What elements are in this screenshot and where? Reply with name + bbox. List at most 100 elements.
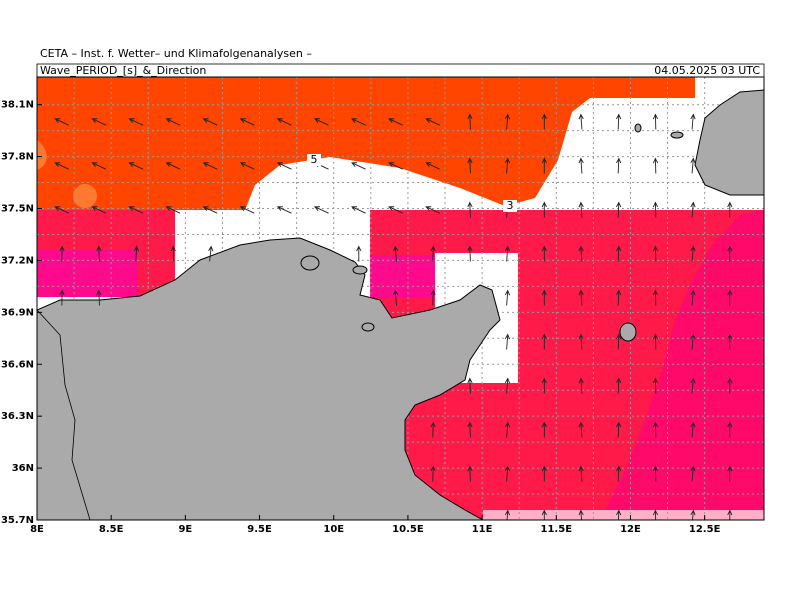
direction-arrow — [690, 113, 696, 130]
direction-arrow — [652, 157, 659, 174]
direction-arrow — [578, 465, 584, 482]
direction-arrow — [616, 465, 622, 482]
direction-arrow — [727, 421, 733, 438]
direction-arrow — [128, 162, 144, 170]
direction-arrow — [690, 289, 696, 306]
title: Wave_PERIOD_[s]_&_Direction — [40, 64, 206, 77]
direction-arrow — [690, 377, 696, 394]
direction-arrow — [504, 509, 511, 520]
field-orange-light — [73, 184, 97, 208]
y-tick-label: 36N — [12, 463, 34, 474]
direction-arrow — [616, 421, 622, 438]
direction-arrow — [690, 201, 696, 218]
direction-arrow — [54, 206, 69, 214]
direction-arrow — [652, 245, 659, 262]
direction-arrow — [504, 421, 511, 438]
direction-arrow — [652, 201, 659, 218]
direction-arrow — [351, 162, 366, 170]
direction-arrow — [652, 465, 659, 482]
field-crimson — [37, 210, 175, 250]
direction-arrow — [652, 509, 659, 520]
direction-arrow — [165, 118, 181, 126]
direction-arrow — [504, 377, 511, 394]
direction-arrow — [393, 245, 399, 262]
direction-arrow — [541, 333, 547, 350]
direction-arrow — [170, 245, 176, 262]
direction-arrow — [351, 206, 366, 214]
direction-arrow — [727, 333, 733, 350]
field-orange-light — [37, 140, 47, 170]
direction-arrow — [313, 118, 329, 126]
direction-arrow — [504, 113, 511, 130]
direction-arrow — [690, 465, 696, 482]
direction-arrow — [165, 162, 181, 170]
direction-arrow — [165, 206, 181, 214]
field-magenta — [370, 255, 435, 297]
direction-arrow — [91, 162, 107, 170]
direction-arrow — [541, 509, 547, 520]
direction-arrow — [727, 465, 733, 482]
direction-arrow — [467, 157, 473, 174]
direction-arrow — [578, 377, 584, 394]
x-tick-label: 8E — [30, 524, 44, 535]
direction-arrow — [425, 162, 440, 170]
island — [670, 131, 684, 139]
no-data — [658, 125, 695, 210]
island — [619, 322, 637, 342]
x-tick-label: 11.5E — [541, 524, 573, 535]
direction-arrow — [202, 162, 218, 170]
direction-arrow — [239, 162, 255, 170]
direction-arrow — [578, 157, 584, 174]
direction-arrow — [616, 509, 622, 520]
direction-arrow — [54, 118, 69, 126]
valid-time: 04.05.2025 03 UTC — [654, 64, 760, 77]
island — [352, 265, 368, 275]
y-tick-label: 37.2N — [1, 255, 34, 266]
direction-arrow — [541, 377, 547, 394]
direction-arrow — [276, 118, 292, 126]
direction-arrow — [690, 509, 696, 520]
direction-arrow — [239, 206, 255, 214]
y-tick-label: 36.6N — [1, 359, 34, 370]
field-crimson — [483, 383, 518, 415]
x-tick-label: 9.5E — [247, 524, 272, 535]
direction-arrow — [276, 206, 292, 214]
x-tick-label: 10.5E — [392, 524, 424, 535]
direction-arrow — [541, 201, 547, 218]
island — [634, 123, 642, 133]
direction-arrow — [616, 113, 622, 130]
direction-arrow — [208, 245, 214, 262]
island — [300, 255, 320, 271]
direction-arrow — [616, 157, 622, 174]
x-tick-label: 8.5E — [99, 524, 124, 535]
direction-arrow — [425, 118, 440, 126]
direction-arrow — [578, 245, 584, 262]
direction-arrow — [467, 377, 473, 394]
border-line — [37, 309, 91, 520]
island — [361, 322, 375, 332]
direction-arrow — [388, 118, 403, 126]
y-tick-label: 35.7N — [1, 515, 34, 526]
direction-arrow — [96, 289, 102, 306]
direction-arrow — [541, 245, 547, 262]
direction-arrow — [727, 289, 733, 306]
institute: CETA – Inst. f. Wetter– und Klimafolgena… — [40, 47, 312, 60]
direction-arrow — [467, 421, 473, 438]
direction-arrow — [425, 206, 440, 214]
direction-arrow — [652, 333, 659, 350]
direction-arrow — [202, 206, 218, 214]
direction-arrow — [578, 201, 584, 218]
contour-label: 3 — [507, 199, 514, 212]
direction-arrow — [727, 509, 733, 520]
map-area: 5 3 — [37, 77, 764, 520]
direction-arrow — [652, 377, 659, 394]
direction-arrow — [504, 157, 511, 174]
direction-arrow — [727, 201, 733, 218]
direction-arrow — [504, 333, 511, 350]
direction-arrow — [541, 289, 547, 306]
direction-arrow — [388, 162, 403, 170]
field-magenta — [37, 250, 138, 297]
direction-arrow — [430, 289, 436, 306]
field-crimson — [445, 425, 483, 470]
